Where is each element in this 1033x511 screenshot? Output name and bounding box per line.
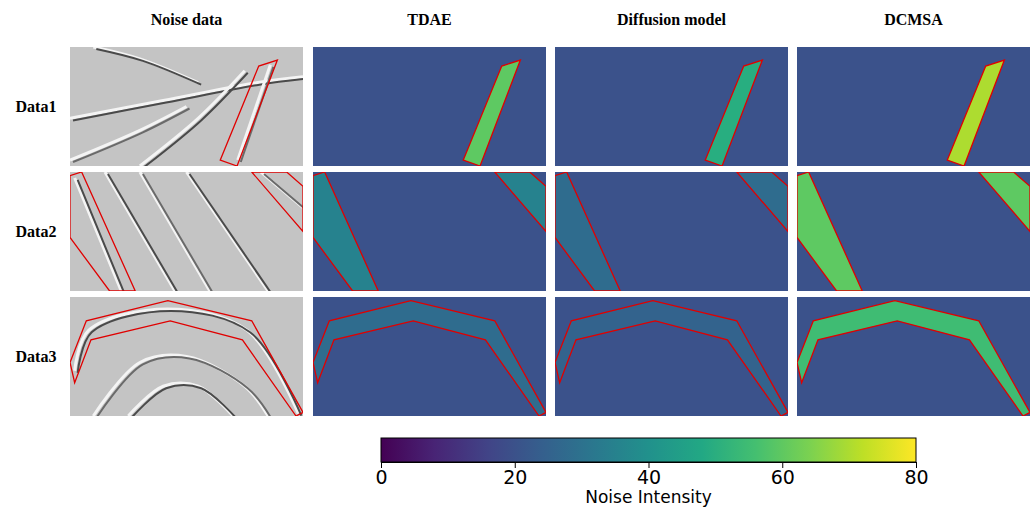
background-intensity — [313, 297, 546, 416]
panel — [313, 47, 546, 166]
column-header: Diffusion model — [617, 11, 726, 28]
highlight-intensity — [313, 301, 546, 416]
region-outline — [797, 172, 862, 291]
background-intensity — [797, 172, 1030, 291]
panel — [555, 297, 788, 416]
event-light — [140, 71, 245, 166]
region-outline — [313, 172, 378, 291]
panel — [70, 297, 303, 416]
tick-label: 20 — [503, 466, 527, 488]
tick-label: 60 — [771, 466, 795, 488]
background-intensity — [555, 172, 788, 291]
panel — [70, 172, 303, 291]
figure: Noise data TDAE Diffusion model DCMSA Data1 D… — [0, 0, 1033, 511]
event-dark — [190, 174, 272, 291]
region-outline — [979, 172, 1030, 232]
row-label: Data1 — [16, 98, 57, 115]
event-light — [75, 178, 122, 291]
highlight-intensity — [495, 172, 546, 232]
panel — [555, 172, 788, 291]
event-dark — [131, 385, 236, 416]
region-outline — [252, 172, 303, 232]
column-header: Noise data — [151, 11, 223, 28]
highlight-intensity — [979, 172, 1030, 232]
highlight-intensity — [555, 301, 788, 416]
panel — [797, 47, 1030, 166]
background-intensity — [555, 297, 788, 416]
region-outline — [555, 301, 788, 416]
column-header: DCMSA — [884, 11, 943, 28]
tick: 0 — [375, 462, 387, 488]
row-label: Data2 — [16, 223, 57, 240]
highlight-intensity — [313, 172, 378, 291]
noise-image — [70, 297, 303, 416]
highlight-intensity — [947, 60, 1004, 166]
panel — [313, 172, 546, 291]
highlight-intensity — [463, 60, 520, 166]
region-outline — [737, 172, 788, 232]
highlight-intensity — [797, 301, 1030, 416]
tick: 60 — [771, 462, 795, 488]
background-intensity — [797, 297, 1030, 416]
colorbar-axis: 0 20 40 60 80 — [375, 462, 928, 488]
region-outline — [947, 60, 1004, 166]
row-label: Data3 — [16, 348, 57, 365]
background-intensity — [555, 47, 788, 166]
region-outline — [705, 60, 762, 166]
region-outline — [70, 172, 135, 291]
region-outline — [555, 172, 620, 291]
panel — [797, 297, 1030, 416]
background-intensity — [313, 47, 546, 166]
tick: 40 — [637, 462, 661, 488]
event-dark — [73, 109, 190, 163]
tick: 80 — [904, 462, 928, 488]
panel — [797, 172, 1030, 291]
event-dark — [264, 174, 303, 210]
region-outline — [70, 301, 303, 416]
panel — [70, 47, 303, 166]
tick-label: 0 — [375, 466, 387, 488]
tick-label: 40 — [637, 466, 661, 488]
event-light — [105, 172, 175, 291]
colorbar-label: Noise Intensity — [585, 487, 712, 507]
background-intensity — [313, 172, 546, 291]
region-outline — [797, 301, 1030, 416]
event-light — [187, 172, 269, 291]
event-light — [70, 107, 187, 161]
highlight-intensity — [555, 172, 620, 291]
event-dark — [78, 311, 302, 416]
highlight-intensity — [705, 60, 762, 166]
tick: 20 — [503, 462, 527, 488]
panel — [555, 47, 788, 166]
region-outline — [220, 60, 277, 166]
highlight-intensity — [797, 172, 862, 291]
panel — [313, 297, 546, 416]
highlight-intensity — [737, 172, 788, 232]
event-dark — [96, 357, 271, 416]
event-dark — [78, 180, 125, 291]
event-dark — [108, 174, 178, 291]
noise-image — [70, 47, 303, 166]
tick-label: 80 — [904, 466, 928, 488]
region-outline — [313, 301, 546, 416]
event-dark — [96, 49, 201, 85]
region-outline — [463, 60, 520, 166]
background-intensity — [797, 47, 1030, 166]
column-header: TDAE — [407, 11, 451, 28]
region-outline — [495, 172, 546, 232]
colorbar — [381, 438, 916, 462]
event-dark — [143, 73, 248, 166]
noise-image — [70, 172, 303, 291]
